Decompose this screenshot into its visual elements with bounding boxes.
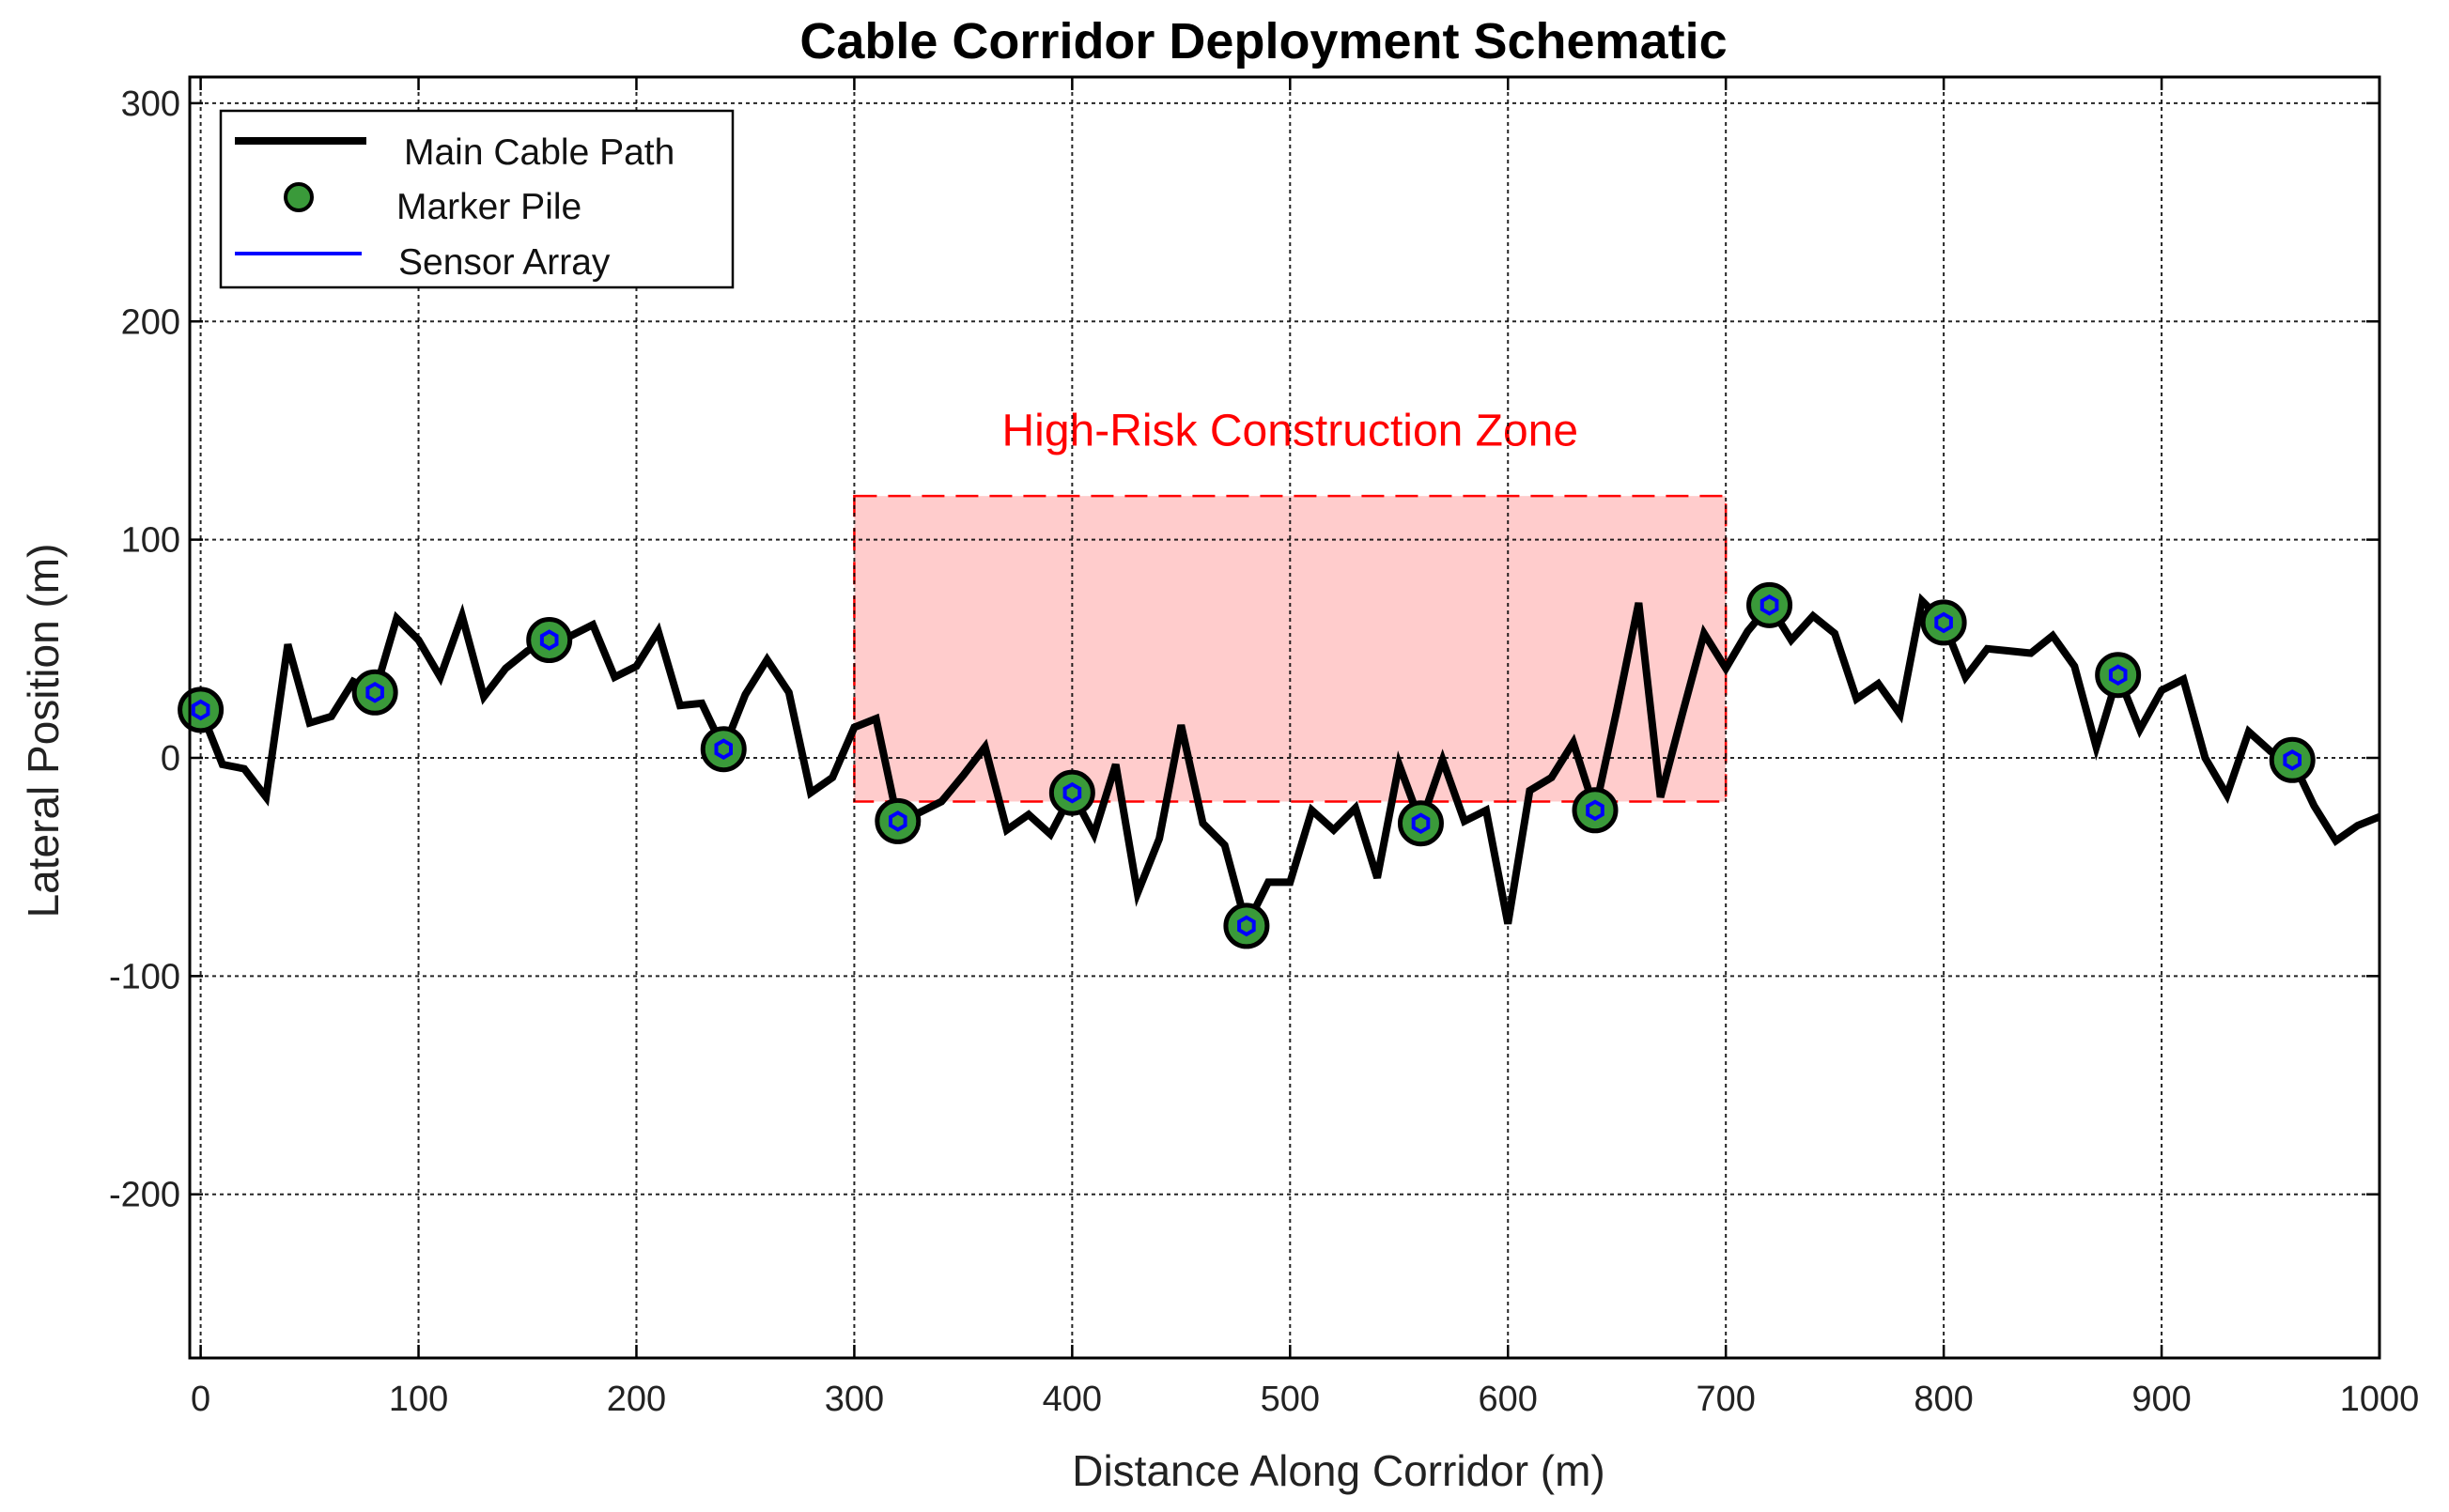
- x-tick-label-700: 700: [1696, 1380, 1755, 1419]
- sensor-array-point-8: [1586, 799, 1604, 822]
- y-tick-label-100: 100: [121, 521, 180, 561]
- x-tick-label-500: 500: [1261, 1380, 1320, 1419]
- x-tick-label-1000: 1000: [2340, 1380, 2420, 1419]
- x-axis-label: Distance Along Corridor (m): [1072, 1446, 1605, 1495]
- marker-pile-9: [1746, 581, 1793, 628]
- marker-pile-7: [1397, 800, 1444, 847]
- y-tick-label-0: 0: [161, 739, 180, 779]
- legend-layer: Main Cable Path Marker Pile Sensor Array: [219, 109, 735, 289]
- marker-pile-12: [2269, 736, 2316, 783]
- sensor-array-point-7: [1411, 812, 1431, 835]
- marker-pile-2: [526, 617, 573, 664]
- marker-pile-6: [1223, 903, 1270, 949]
- sensor-array-point-3: [714, 738, 733, 761]
- y-tick-label--100: -100: [109, 957, 180, 996]
- y-tick-label-300: 300: [121, 85, 180, 124]
- sensor-array-point-11: [2108, 664, 2128, 687]
- sensor-array-point-0: [191, 699, 210, 721]
- legend-label-main-cable-path: Main Cable Path: [404, 132, 674, 173]
- legend-label-sensor-array: Sensor Array: [398, 242, 611, 283]
- x-tick-label-100: 100: [389, 1380, 448, 1419]
- legend-swatch-marker-pile: [284, 182, 314, 212]
- x-tick-label-600: 600: [1479, 1380, 1538, 1419]
- x-tick-label-800: 800: [1914, 1380, 1973, 1419]
- x-tick-label-300: 300: [825, 1380, 884, 1419]
- marker-pile-4: [875, 797, 922, 844]
- sensor-array-point-10: [1934, 611, 1953, 634]
- sensor-array-point-12: [2283, 748, 2302, 771]
- sensor-array-point-2: [539, 629, 559, 651]
- marker-pile-8: [1572, 787, 1619, 834]
- plot-frame: [188, 75, 2381, 1360]
- chart-title: Cable Corridor Deployment Schematic: [799, 13, 1727, 69]
- x-tick-label-200: 200: [607, 1380, 666, 1419]
- x-tick-label-400: 400: [1043, 1380, 1102, 1419]
- marker-pile-0: [178, 687, 225, 733]
- marker-pile-3: [700, 726, 747, 773]
- marker-pile-5: [1048, 769, 1095, 816]
- x-tick-label-0: 0: [191, 1380, 210, 1419]
- sensor-array-point-1: [365, 681, 384, 703]
- legend-label-marker-pile: Marker Pile: [396, 187, 581, 227]
- sensor-array-point-5: [1062, 781, 1082, 804]
- x-tick-label-900: 900: [2131, 1380, 2191, 1419]
- marker-pile-11: [2095, 652, 2142, 699]
- sensor-array-point-9: [1759, 594, 1779, 616]
- marker-pile-1: [351, 669, 398, 716]
- marker-pile-10: [1920, 599, 1967, 646]
- y-tick-label-200: 200: [121, 302, 180, 342]
- y-axis-label: Lateral Position (m): [19, 544, 68, 918]
- sensor-array-point-6: [1237, 915, 1256, 937]
- axes-layer: 0 100 200 300 400 500 600 700 800 900 1000-200-100…: [109, 75, 2420, 1419]
- y-tick-label--200: -200: [109, 1176, 180, 1215]
- sensor-array-point-4: [889, 810, 907, 832]
